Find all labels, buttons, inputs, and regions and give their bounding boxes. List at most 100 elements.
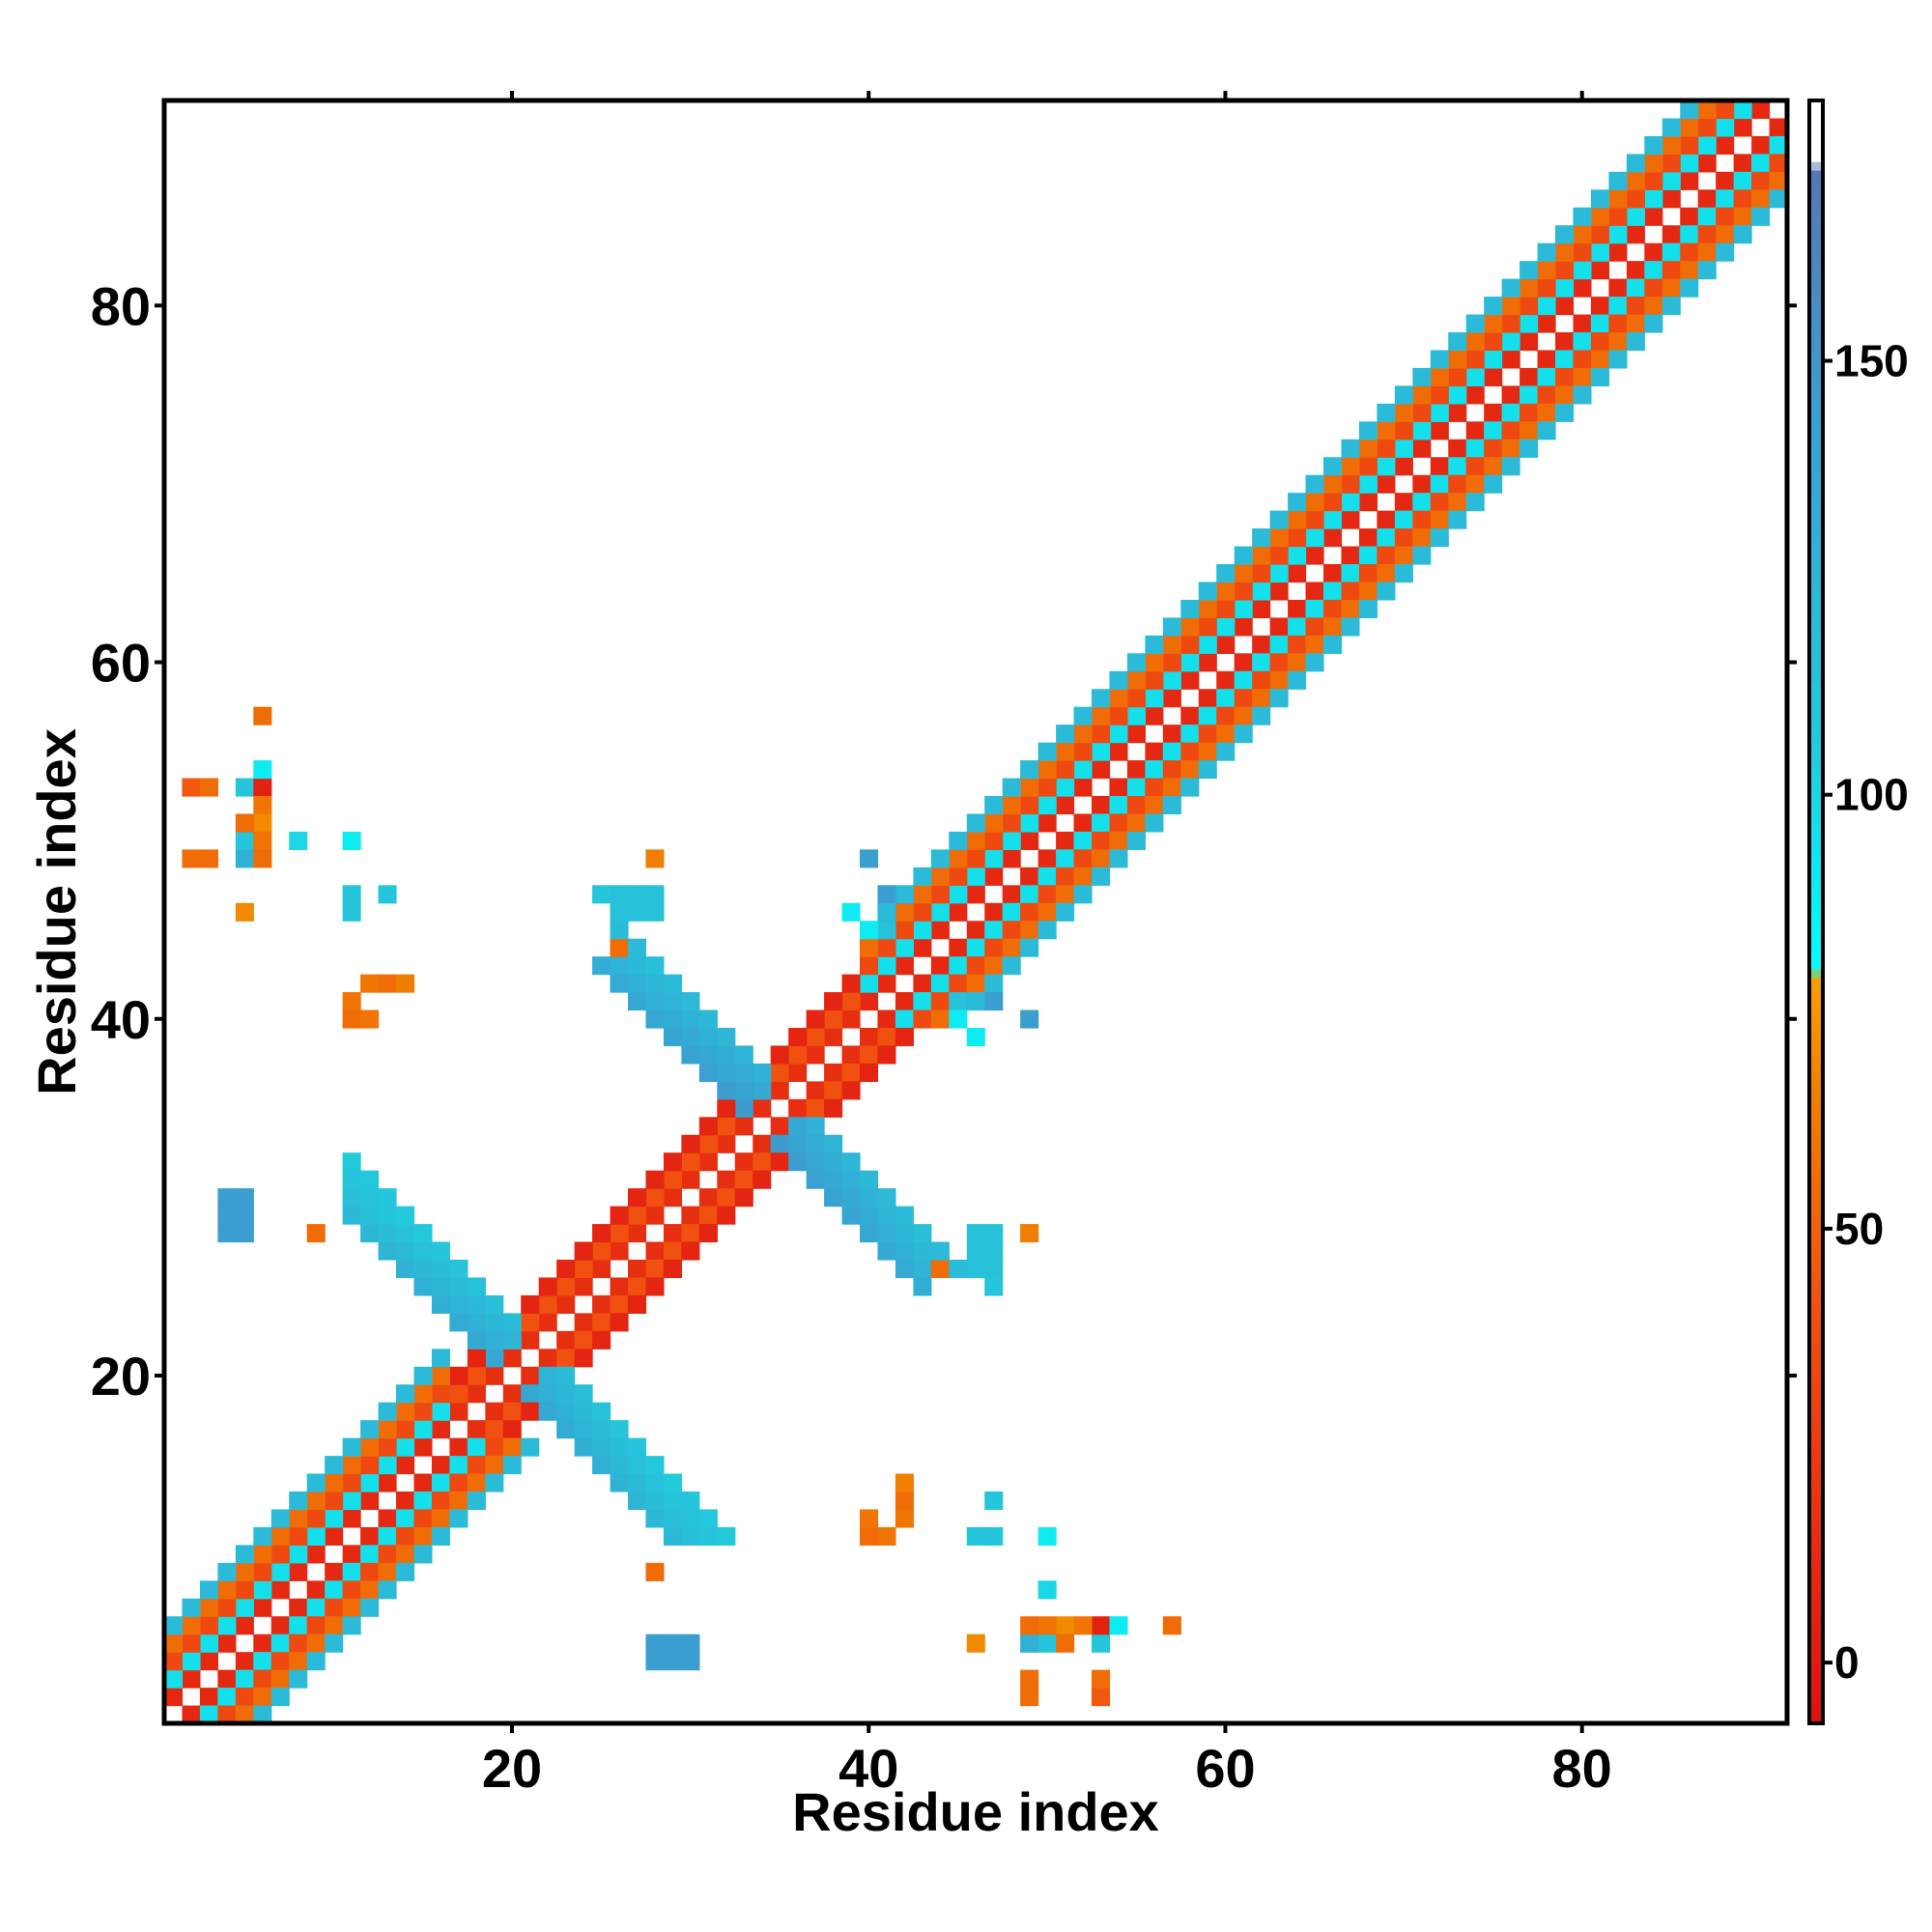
- colorbar-segment: [1809, 759, 1823, 770]
- colorbar-segment: [1809, 777, 1823, 787]
- heatmap-cell: [877, 974, 896, 993]
- heatmap-cell: [1073, 778, 1093, 797]
- heatmap-cell: [610, 921, 629, 940]
- heatmap-cell: [1198, 689, 1217, 708]
- heatmap-cell: [521, 1437, 540, 1457]
- heatmap-cell: [717, 1028, 736, 1047]
- heatmap-cell: [306, 1224, 326, 1243]
- heatmap-cell: [235, 778, 254, 797]
- heatmap-cell: [396, 1562, 415, 1581]
- heatmap-cell: [1680, 261, 1699, 280]
- heatmap-cell: [841, 974, 861, 993]
- heatmap-cell: [1751, 100, 1771, 120]
- heatmap-cell: [467, 1277, 486, 1296]
- heatmap-cell: [628, 938, 647, 957]
- heatmap-cell: [984, 1224, 1004, 1243]
- heatmap-cell: [1573, 350, 1592, 369]
- heatmap-cell: [1412, 385, 1432, 405]
- heatmap-cell: [342, 1545, 361, 1564]
- heatmap-cell: [1394, 546, 1413, 565]
- heatmap-cell: [1590, 261, 1609, 280]
- colorbar-segment: [1809, 1367, 1823, 1378]
- heatmap-cell: [770, 1117, 789, 1136]
- heatmap-cell: [1126, 653, 1146, 672]
- heatmap-cell: [913, 921, 932, 940]
- y-tick-label: 40: [91, 989, 151, 1050]
- heatmap-cell: [1626, 314, 1645, 333]
- heatmap-cell: [1448, 350, 1467, 369]
- heatmap-cell: [824, 1098, 843, 1118]
- heatmap-cell: [306, 1616, 326, 1635]
- heatmap-cell: [1377, 421, 1396, 440]
- colorbar-segment: [1809, 1107, 1823, 1117]
- heatmap-cell: [913, 1009, 932, 1029]
- heatmap-cell: [1305, 617, 1324, 637]
- colorbar-segment: [1809, 1219, 1823, 1230]
- heatmap-cell: [1037, 778, 1057, 797]
- colorbar-segment: [1809, 473, 1823, 484]
- heatmap-cell: [235, 831, 254, 850]
- colorbar-segment: [1809, 1558, 1823, 1569]
- heatmap-cell: [1216, 689, 1236, 708]
- heatmap-cell: [360, 1170, 380, 1189]
- colorbar-segment: [1809, 569, 1823, 579]
- heatmap-cell: [1644, 314, 1663, 333]
- heatmap-cell: [378, 1545, 397, 1564]
- heatmap-cell: [431, 1260, 450, 1279]
- heatmap-cell: [289, 1652, 308, 1671]
- colorbar-segment: [1809, 334, 1823, 345]
- heatmap-cell: [1769, 189, 1788, 209]
- colorbar-segment: [1809, 282, 1823, 293]
- heatmap-cell: [253, 849, 272, 868]
- heatmap-cell: [574, 1349, 593, 1368]
- heatmap-cell: [342, 1492, 361, 1511]
- heatmap-cell: [199, 849, 218, 868]
- heatmap-cell: [1412, 493, 1432, 512]
- heatmap-cell: [253, 1598, 272, 1617]
- heatmap-cell: [306, 1492, 326, 1511]
- heatmap-cell: [449, 1509, 469, 1528]
- heatmap-cell: [431, 1294, 450, 1314]
- heatmap-cell: [1716, 135, 1735, 155]
- heatmap-cell: [1430, 474, 1449, 494]
- heatmap-cell: [1092, 796, 1111, 815]
- heatmap-cell: [574, 1330, 593, 1350]
- heatmap-cell: [841, 1188, 861, 1208]
- colorbar-segment: [1809, 1037, 1823, 1048]
- heatmap-cell: [895, 1509, 914, 1528]
- heatmap-cell: [984, 1277, 1004, 1296]
- heatmap-cell: [1002, 849, 1021, 868]
- colorbar-segment: [1809, 1506, 1823, 1517]
- heatmap-cell: [966, 813, 985, 833]
- heatmap-cell: [1269, 564, 1289, 583]
- heatmap-cell: [753, 1152, 772, 1172]
- heatmap-cell: [1002, 938, 1021, 957]
- heatmap-cell: [1626, 154, 1645, 173]
- heatmap-cell: [1697, 225, 1717, 244]
- heatmap-cell: [1751, 189, 1771, 209]
- colorbar-segment: [1809, 1245, 1823, 1256]
- heatmap-cell: [467, 1366, 486, 1385]
- heatmap-cell: [1358, 439, 1378, 458]
- heatmap-cell: [217, 1616, 237, 1635]
- heatmap-cell: [1537, 350, 1556, 369]
- heatmap-cell: [1073, 813, 1093, 833]
- heatmap-cell: [592, 1294, 611, 1314]
- heatmap-cell: [449, 1384, 469, 1404]
- colorbar-segment: [1809, 942, 1823, 952]
- heatmap-cell: [1590, 350, 1609, 369]
- heatmap-cell: [1162, 724, 1181, 744]
- heatmap-cell: [877, 938, 896, 957]
- heatmap-cell: [1037, 1616, 1057, 1635]
- colorbar-segment: [1809, 1471, 1823, 1482]
- heatmap-cell: [1109, 670, 1128, 690]
- heatmap-cell: [1626, 278, 1645, 298]
- heatmap-cell: [1323, 528, 1343, 548]
- heatmap-cell: [485, 1313, 504, 1332]
- heatmap-cell: [1198, 617, 1217, 637]
- heatmap-cell: [877, 902, 896, 922]
- colorbar-segment: [1809, 586, 1823, 596]
- heatmap-cell: [663, 1170, 682, 1189]
- heatmap-cell: [913, 1224, 932, 1243]
- heatmap-cell: [396, 1456, 415, 1475]
